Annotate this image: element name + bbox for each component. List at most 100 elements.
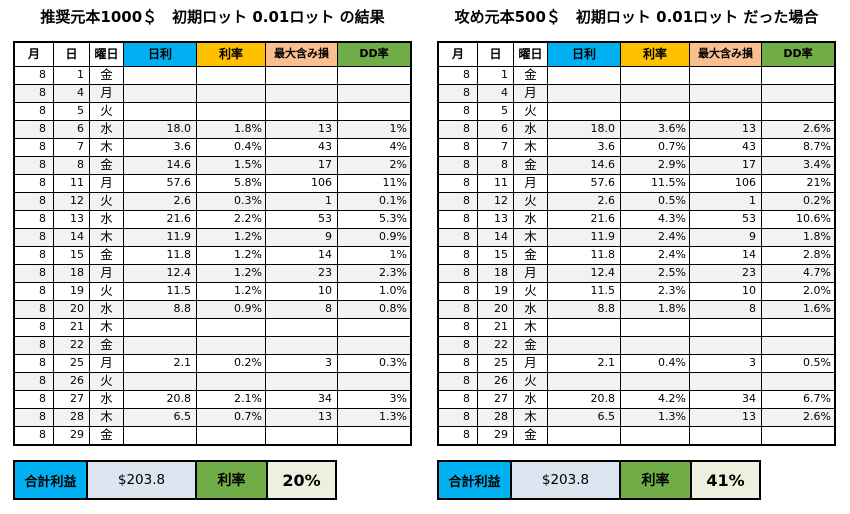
cell-daily-profit: 11.5	[124, 282, 197, 300]
cell-max-float-loss: 17	[266, 156, 338, 174]
cell-dd-rate: 3%	[338, 390, 410, 408]
cell-month: 8	[439, 138, 478, 156]
cell-daily-profit	[548, 66, 621, 84]
cell-weekday: 木	[90, 318, 124, 336]
cell-day: 21	[478, 318, 514, 336]
cell-month: 8	[15, 318, 54, 336]
cell-daily-profit: 3.6	[548, 138, 621, 156]
cell-dd-rate	[762, 336, 834, 354]
cell-month: 8	[15, 354, 54, 372]
cell-daily-profit: 18.0	[124, 120, 197, 138]
cell-max-float-loss	[266, 372, 338, 390]
cell-max-float-loss: 10	[690, 282, 762, 300]
cell-profit-rate: 1.3%	[621, 408, 690, 426]
table-header-row: 月 日 曜日 日利 利率 最大含み損 DD率	[439, 43, 834, 66]
cell-daily-profit: 14.6	[548, 156, 621, 174]
header-max-float-loss: 最大含み損	[690, 43, 762, 66]
table-row: 8 27 水 20.8 4.2% 34 6.7%	[439, 390, 834, 408]
cell-month: 8	[439, 318, 478, 336]
cell-profit-rate	[621, 66, 690, 84]
cell-daily-profit: 14.6	[124, 156, 197, 174]
cell-day: 12	[478, 192, 514, 210]
cell-day: 27	[478, 390, 514, 408]
cell-max-float-loss: 106	[690, 174, 762, 192]
cell-profit-rate	[621, 372, 690, 390]
cell-weekday: 火	[90, 102, 124, 120]
cell-month: 8	[15, 156, 54, 174]
cell-max-float-loss: 8	[266, 300, 338, 318]
cell-day: 15	[54, 246, 90, 264]
cell-dd-rate: 21%	[762, 174, 834, 192]
table-row: 8 12 火 2.6 0.3% 1 0.1%	[15, 192, 410, 210]
cell-day: 7	[54, 138, 90, 156]
cell-daily-profit: 57.6	[124, 174, 197, 192]
cell-day: 20	[54, 300, 90, 318]
cell-max-float-loss	[266, 426, 338, 444]
cell-day: 4	[478, 84, 514, 102]
table-body: 8 1 金 8 4 月 8 5 火 8 6 水 18.0 3.6% 13 2.6% 8 7 木 3.6 0.7% 43 8.…	[439, 66, 834, 444]
cell-dd-rate: 4.7%	[762, 264, 834, 282]
cell-day: 19	[54, 282, 90, 300]
table-row: 8 29 金	[15, 426, 410, 444]
cell-profit-rate	[621, 102, 690, 120]
cell-daily-profit	[548, 84, 621, 102]
cell-max-float-loss	[690, 336, 762, 354]
cell-profit-rate	[197, 66, 266, 84]
cell-max-float-loss: 53	[690, 210, 762, 228]
cell-dd-rate	[338, 102, 410, 120]
cell-profit-rate: 0.7%	[197, 408, 266, 426]
cell-profit-rate: 0.3%	[197, 192, 266, 210]
cell-dd-rate: 2%	[338, 156, 410, 174]
cell-month: 8	[15, 66, 54, 84]
cell-weekday: 金	[514, 66, 548, 84]
cell-month: 8	[439, 210, 478, 228]
cell-dd-rate	[762, 66, 834, 84]
table-row: 8 29 金	[439, 426, 834, 444]
cell-month: 8	[15, 120, 54, 138]
table-row: 8 21 木	[15, 318, 410, 336]
table-row: 8 21 木	[439, 318, 834, 336]
table-row: 8 14 木 11.9 1.2% 9 0.9%	[15, 228, 410, 246]
cell-weekday: 月	[90, 354, 124, 372]
cell-profit-rate: 1.2%	[197, 228, 266, 246]
cell-max-float-loss	[690, 426, 762, 444]
cell-daily-profit	[124, 372, 197, 390]
cell-max-float-loss	[690, 84, 762, 102]
cell-max-float-loss: 9	[266, 228, 338, 246]
cell-dd-rate: 11%	[338, 174, 410, 192]
cell-day: 1	[54, 66, 90, 84]
cell-max-float-loss: 1	[266, 192, 338, 210]
table-row: 8 19 火 11.5 2.3% 10 2.0%	[439, 282, 834, 300]
cell-month: 8	[439, 354, 478, 372]
cell-day: 22	[478, 336, 514, 354]
cell-weekday: 月	[90, 84, 124, 102]
cell-max-float-loss: 13	[266, 408, 338, 426]
total-rate-label: 利率	[197, 462, 268, 498]
cell-weekday: 木	[514, 318, 548, 336]
summary-bar-recommended: 合計利益 $203.8 利率 20%	[13, 460, 337, 500]
cell-daily-profit	[548, 372, 621, 390]
cell-weekday: 金	[514, 426, 548, 444]
cell-max-float-loss: 14	[266, 246, 338, 264]
cell-profit-rate: 0.7%	[621, 138, 690, 156]
table-title-recommended: 推奨元本1000＄ 初期ロット 0.01ロット の結果	[40, 8, 385, 26]
cell-weekday: 水	[514, 390, 548, 408]
cell-month: 8	[15, 102, 54, 120]
cell-month: 8	[15, 192, 54, 210]
cell-profit-rate: 2.9%	[621, 156, 690, 174]
cell-day: 26	[54, 372, 90, 390]
total-rate-value: 41%	[692, 462, 759, 498]
cell-dd-rate	[338, 336, 410, 354]
cell-max-float-loss: 1	[690, 192, 762, 210]
cell-day: 18	[478, 264, 514, 282]
cell-max-float-loss	[690, 318, 762, 336]
cell-month: 8	[439, 120, 478, 138]
header-day: 日	[478, 43, 514, 66]
header-dd-rate: DD率	[762, 43, 834, 66]
cell-profit-rate	[621, 426, 690, 444]
table-row: 8 22 金	[15, 336, 410, 354]
table-row: 8 13 水 21.6 2.2% 53 5.3%	[15, 210, 410, 228]
cell-profit-rate: 2.4%	[621, 246, 690, 264]
